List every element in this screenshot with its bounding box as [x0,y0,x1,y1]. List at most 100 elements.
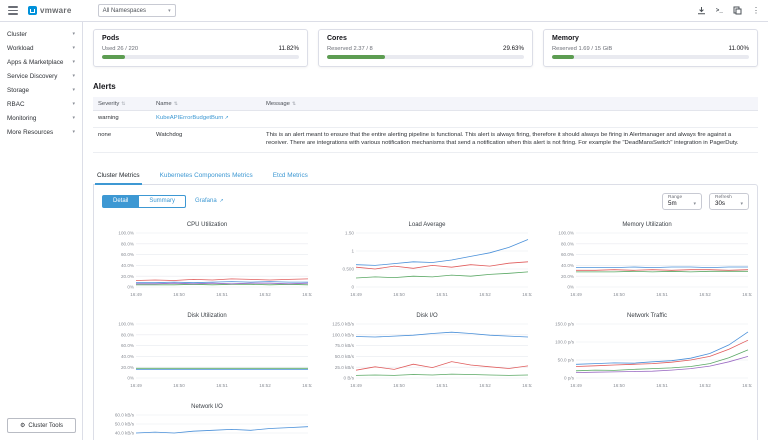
svg-text:50.0 p/s: 50.0 p/s [558,358,575,363]
range-select[interactable]: Range 5m ▾ [662,193,702,210]
external-link-icon: ↗ [224,115,228,121]
sidebar-item-label: RBAC [7,101,25,108]
refresh-select[interactable]: Refresh 30s ▾ [709,193,749,210]
top-bar-actions: >_ ⋮ [697,6,760,15]
top-bar: vmware All Namespaces ▾ >_ ⋮ [0,0,768,22]
alert-severity: none [93,127,151,152]
svg-text:40.0%: 40.0% [121,263,134,268]
chevron-down-icon: ▾ [72,45,75,51]
tab-kubernetes-components-metrics[interactable]: Kubernetes Components Metrics [158,169,255,185]
vmware-logo-text: vmware [40,6,72,15]
svg-text:80.0%: 80.0% [121,332,134,337]
main-content: PodsUsed 26 / 22011.82%CoresReserved 2.3… [83,22,768,440]
svg-text:60.0%: 60.0% [121,252,134,257]
kebab-menu-icon[interactable]: ⋮ [752,6,760,15]
alerts-section: Alerts Severity⇅Name⇅Message⇅ warningKub… [93,82,758,153]
svg-text:16:49: 16:49 [350,383,362,388]
vmware-logo-icon [28,6,37,15]
cluster-tools-button[interactable]: ⚙ Cluster Tools [7,418,76,433]
tab-etcd-metrics[interactable]: Etcd Metrics [271,169,310,185]
svg-text:16:49: 16:49 [130,292,142,297]
sidebar-item-monitoring[interactable]: Monitoring▾ [0,111,82,125]
import-yaml-icon[interactable] [697,6,706,15]
svg-text:16:49: 16:49 [130,383,142,388]
sidebar-item-service-discovery[interactable]: Service Discovery▾ [0,69,82,83]
svg-text:60.0%: 60.0% [561,252,574,257]
svg-text:16:52: 16:52 [699,292,711,297]
chevron-down-icon: ▾ [72,87,75,93]
chevron-down-icon: ▾ [72,115,75,121]
svg-text:16:53: 16:53 [522,292,532,297]
svg-text:0%: 0% [567,285,574,290]
sidebar-item-apps-marketplace[interactable]: Apps & Marketplace▾ [0,55,82,69]
chevron-down-icon: ▾ [72,129,75,135]
svg-text:16:51: 16:51 [436,383,448,388]
kubectl-shell-icon[interactable]: >_ [716,7,723,14]
svg-text:40.0 kB/s: 40.0 kB/s [115,431,135,436]
svg-text:100.0 kB/s: 100.0 kB/s [332,332,354,337]
alert-message [261,111,758,128]
chevron-down-icon: ▾ [740,201,743,207]
sidebar-item-workload[interactable]: Workload▾ [0,41,82,55]
stat-metric-label: Used [102,46,116,52]
svg-text:125.0 kB/s: 125.0 kB/s [332,322,354,327]
column-header-label: Message [266,101,290,107]
sort-icon: ⇅ [121,101,125,107]
sidebar-item-more-resources[interactable]: More Resources ▾ [0,125,82,139]
svg-text:50.0 kB/s: 50.0 kB/s [335,354,355,359]
sidebar-item-rbac[interactable]: RBAC▾ [0,97,82,111]
vmware-logo[interactable]: vmware [28,6,72,15]
svg-text:16:51: 16:51 [656,383,668,388]
chart-title: Memory Utilization [542,222,752,228]
sidebar-item-label: More Resources [7,129,53,136]
column-header-severity[interactable]: Severity⇅ [93,97,151,111]
summary-button[interactable]: Summary [139,195,186,208]
stat-metric-value: 26 / 220 [117,46,138,52]
chart-memory-utilization: Memory Utilization100.0%80.0%60.0%40.0%2… [542,219,752,304]
stat-metric-label: Reserved [327,46,352,52]
alert-row: warningKubeAPIErrorBudgetBurn↗ [93,111,758,128]
svg-text:20.0%: 20.0% [121,274,134,279]
svg-text:20.0%: 20.0% [121,365,134,370]
svg-text:16:53: 16:53 [742,292,752,297]
stat-card-title: Cores [327,35,524,42]
svg-text:0: 0 [351,285,354,290]
svg-text:16:50: 16:50 [173,383,185,388]
svg-text:16:51: 16:51 [656,292,668,297]
svg-text:40.0%: 40.0% [561,263,574,268]
chart-load-average: Load Average1.5010.500016:4916:5016:5116… [322,219,532,304]
menu-icon[interactable] [8,6,18,15]
grafana-link[interactable]: Grafana ↗ [195,198,224,204]
stat-metric: Reserved 1.69 / 15 GiB [552,46,612,52]
sidebar-item-storage[interactable]: Storage▾ [0,83,82,97]
sidebar: Cluster▾Workload▾Apps & Marketplace▾Serv… [0,22,83,440]
svg-text:16:52: 16:52 [259,383,271,388]
progress-fill [102,55,125,59]
svg-text:16:52: 16:52 [259,292,271,297]
svg-text:16:52: 16:52 [479,383,491,388]
svg-text:40.0%: 40.0% [121,354,134,359]
svg-text:16:50: 16:50 [393,292,405,297]
stat-cards: PodsUsed 26 / 22011.82%CoresReserved 2.3… [93,29,758,67]
chart-cpu-utilization: CPU Utilization100.0%80.0%60.0%40.0%20.0… [102,219,312,304]
svg-text:1: 1 [351,249,354,254]
svg-text:16:50: 16:50 [393,383,405,388]
tab-cluster-metrics[interactable]: Cluster Metrics [95,169,142,185]
svg-text:16:53: 16:53 [302,383,312,388]
svg-text:0%: 0% [127,376,134,381]
namespace-select[interactable]: All Namespaces ▾ [98,4,176,17]
svg-text:16:52: 16:52 [699,383,711,388]
svg-text:0 p/s: 0 p/s [564,376,575,381]
sidebar-item-label: Service Discovery [7,73,57,80]
column-header-name[interactable]: Name⇅ [151,97,261,111]
stat-metric-label: Reserved [552,46,577,52]
sidebar-item-cluster[interactable]: Cluster▾ [0,27,82,41]
alert-name-link[interactable]: KubeAPIErrorBudgetBurn [156,115,223,121]
chart-canvas: 1.5010.500016:4916:5016:5116:5216:53 [322,229,532,299]
detail-button[interactable]: Detail [102,195,139,208]
column-header-message[interactable]: Message⇅ [261,97,758,111]
svg-text:25.0 kB/s: 25.0 kB/s [335,365,355,370]
copy-kubeconfig-icon[interactable] [733,6,742,15]
chart-network-traffic: Network Traffic150.0 p/s100.0 p/s50.0 p/… [542,310,752,395]
stat-card-cores: CoresReserved 2.37 / 829.63% [318,29,533,67]
